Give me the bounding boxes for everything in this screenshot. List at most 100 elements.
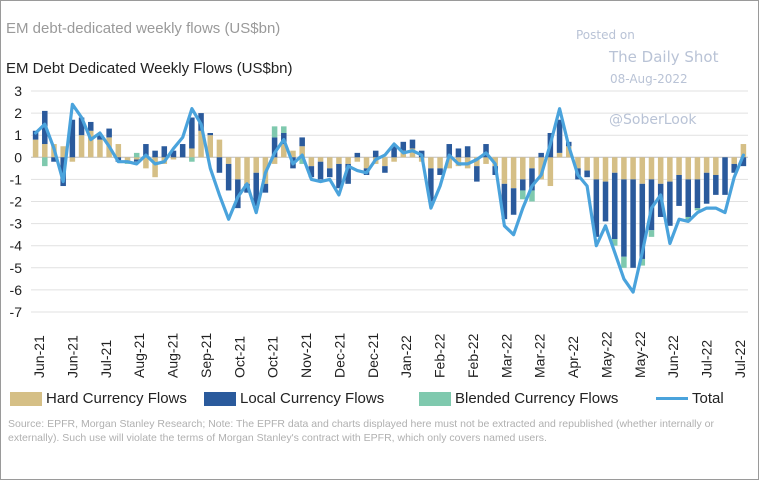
- bar-hard: [317, 157, 324, 162]
- bar-local: [455, 148, 462, 158]
- bar-local: [639, 183, 646, 259]
- bar-hard: [115, 144, 122, 158]
- bar-local: [336, 163, 342, 189]
- bar-local: [648, 179, 655, 231]
- bar-hard: [510, 157, 517, 189]
- legend-label-blended: Blended Currency Flows: [455, 390, 619, 407]
- bar-hard: [409, 148, 416, 158]
- legend-label-hard: Hard Currency Flows: [46, 390, 187, 407]
- bar-local: [740, 157, 747, 167]
- chart-plot: 3 2 1 0 -1 -2 -3 -4 -5 -6 -7 Jun-21 Jun-21 Jul-21 Aug-…: [10, 83, 748, 378]
- x-tick-label: Sep-21: [198, 333, 214, 378]
- bar-local: [685, 179, 692, 217]
- bar-local: [317, 161, 324, 180]
- y-tick-label: 0: [14, 149, 22, 165]
- x-tick-label: Dec-21: [331, 333, 347, 378]
- bar-blended: [611, 239, 618, 246]
- bar-hard: [308, 157, 315, 167]
- bar-hard: [446, 157, 453, 169]
- x-tick-label: Jul-22: [732, 340, 748, 378]
- bar-blended: [299, 157, 305, 164]
- bar-hard: [703, 157, 710, 173]
- bar-blended: [133, 152, 140, 158]
- bar-local: [235, 179, 241, 209]
- bar-local: [97, 135, 103, 140]
- legend-label-local: Local Currency Flows: [240, 390, 385, 407]
- bar-local: [308, 166, 315, 178]
- bar-local: [556, 119, 563, 153]
- bar-local: [382, 166, 388, 173]
- bar-hard: [363, 157, 370, 169]
- bar-hard: [326, 157, 333, 169]
- bar-hard: [382, 157, 388, 167]
- bar-hard: [124, 157, 131, 162]
- bar-blended: [529, 190, 535, 202]
- bar-local: [326, 168, 333, 178]
- bar-hard: [648, 157, 655, 180]
- chart-supertitle: EM debt-dedicated weekly flows (US$bn): [6, 20, 281, 37]
- bar-hard: [611, 157, 618, 173]
- bar-local: [179, 144, 186, 158]
- bar-local: [722, 157, 728, 195]
- bar-blended: [621, 256, 627, 268]
- bar-local: [170, 150, 177, 158]
- bar-local: [372, 150, 379, 158]
- bar-hard: [345, 157, 351, 164]
- bar-hard: [731, 157, 737, 164]
- bar-local: [161, 146, 168, 158]
- bar-blended: [271, 126, 278, 138]
- legend-swatch-hard: [10, 391, 42, 406]
- bar-local: [464, 146, 471, 158]
- y-tick-label: -7: [10, 304, 23, 320]
- bar-blended: [685, 216, 692, 222]
- legend-item-blended: Blended Currency Flows: [419, 390, 618, 407]
- legend-swatch-local: [204, 391, 236, 406]
- bar-hard: [97, 139, 103, 158]
- x-tick-label: Jul-22: [699, 340, 715, 378]
- bar-hard: [290, 150, 296, 158]
- bar-local: [216, 157, 223, 173]
- bar-local: [676, 174, 682, 206]
- bar-local: [437, 168, 443, 175]
- watermark-date: 08-Aug-2022: [610, 72, 688, 86]
- bar-hard: [235, 157, 241, 180]
- bar-hard: [529, 157, 535, 169]
- bar-local: [69, 119, 76, 158]
- bar-local: [667, 181, 673, 226]
- bar-hard: [621, 157, 627, 180]
- bar-blended: [520, 190, 526, 200]
- x-tick-label: Feb-22: [465, 333, 481, 378]
- bar-blended: [189, 157, 195, 162]
- x-tick-label: Jun-21: [64, 335, 80, 378]
- bar-hard: [501, 157, 508, 184]
- bar-blended: [694, 208, 701, 211]
- bar-local: [703, 172, 710, 204]
- bar-hard: [299, 146, 305, 158]
- bar-blended: [281, 126, 287, 133]
- bar-hard: [455, 157, 462, 167]
- watermark-site: The Daily Shot: [609, 48, 719, 66]
- bar-hard: [216, 139, 223, 158]
- bar-hard: [437, 157, 443, 169]
- x-tick-label: Aug-21: [165, 333, 181, 378]
- x-tick-label: Aug-21: [131, 333, 147, 378]
- bar-local: [152, 150, 158, 158]
- bar-local: [400, 141, 407, 151]
- bar-local: [253, 172, 259, 206]
- watermark-handle: @SoberLook: [609, 112, 697, 128]
- bar-hard: [253, 157, 259, 173]
- y-tick-label: -1: [10, 171, 23, 187]
- bar-local: [262, 183, 269, 193]
- bar-hard: [271, 157, 278, 164]
- bar-local: [345, 163, 351, 184]
- y-tick-label: 3: [14, 83, 22, 99]
- bar-hard: [694, 157, 701, 180]
- bar-blended: [648, 230, 655, 237]
- bar-hard: [483, 157, 489, 164]
- bar-local: [51, 157, 57, 162]
- legend-swatch-blended: [419, 391, 451, 406]
- bar-hard: [143, 157, 149, 169]
- x-tick-label: May-22: [599, 331, 615, 378]
- x-tick-label: Oct-21: [231, 336, 247, 378]
- bar-hard: [657, 157, 664, 184]
